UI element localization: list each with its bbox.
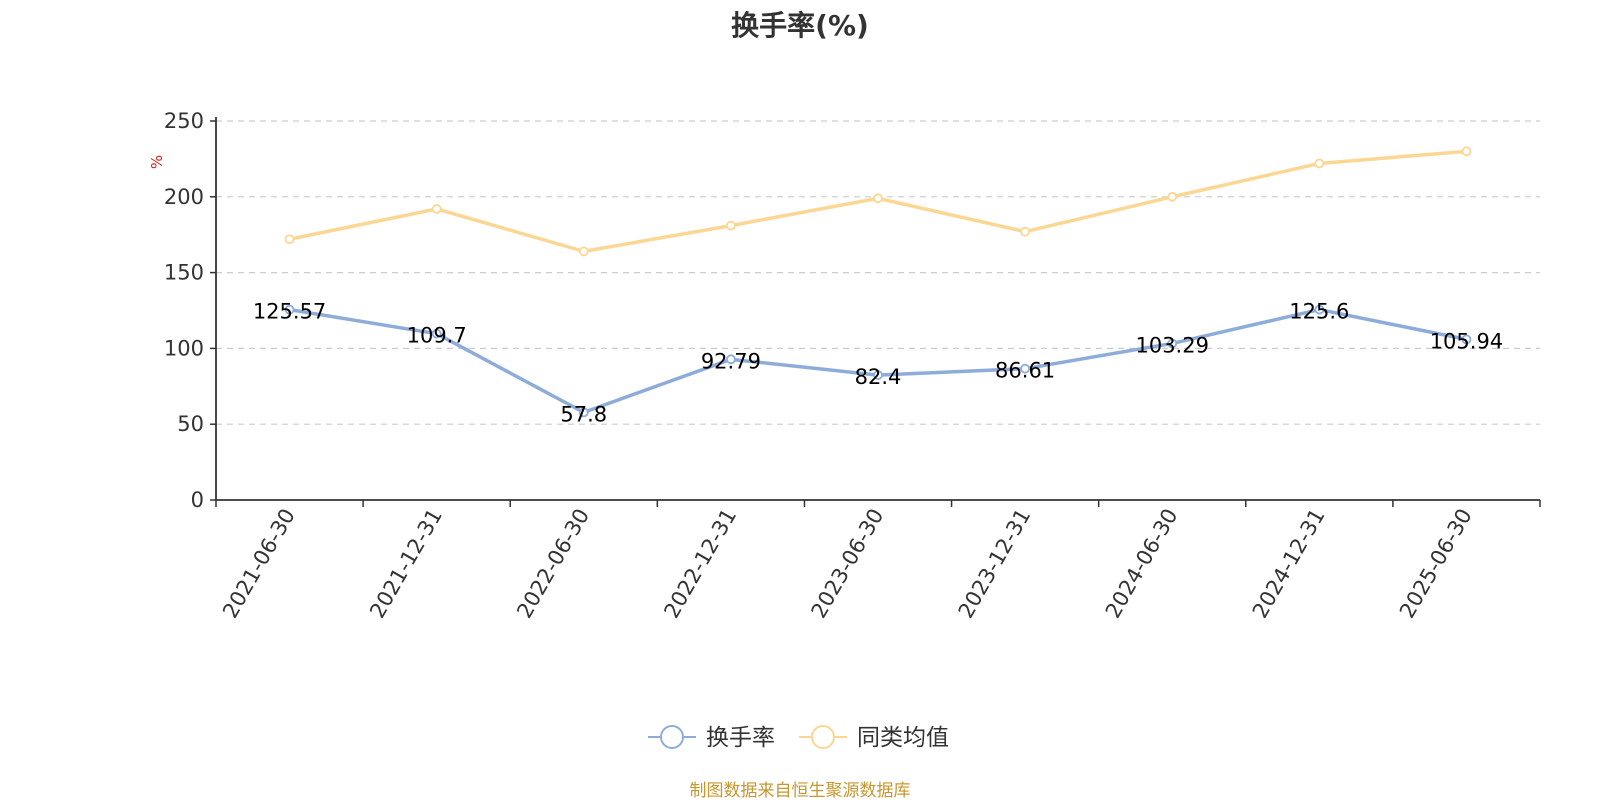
data-label: 125.57 [253, 300, 326, 324]
data-point [431, 204, 442, 214]
x-tick-label: 2024-12-31 [1248, 505, 1330, 623]
y-tick-label: 200 [164, 185, 204, 209]
series-group [284, 146, 1472, 418]
legend-label: 换手率 [706, 725, 775, 751]
x-tick-label: 2022-12-31 [659, 505, 741, 623]
data-label: 82.4 [855, 365, 902, 389]
x-tick-label: 2022-06-30 [512, 505, 594, 623]
data-label: 57.8 [560, 402, 607, 426]
data-point [1020, 363, 1031, 374]
data-label: 86.61 [995, 359, 1055, 383]
data-point [873, 193, 883, 204]
legend: 换手率 同类均值 [648, 725, 949, 751]
y-tick-label: 100 [164, 336, 204, 360]
source-note: 制图数据来自恒生聚源数据库 [689, 781, 911, 801]
data-point [1461, 334, 1472, 345]
x-tick-label: 2025-06-30 [1395, 505, 1477, 623]
y-tick-label: 150 [164, 261, 204, 285]
legend-marker [660, 725, 684, 749]
y-tick-label: 50 [177, 412, 204, 436]
chart-title: 换手率(%) [731, 9, 869, 42]
data-point [1020, 226, 1031, 237]
data-point [284, 304, 295, 315]
y-tick-label: 0 [191, 488, 204, 512]
data-point [1167, 191, 1178, 202]
x-tick-label: 2021-12-31 [365, 504, 447, 622]
x-tick-label: 2023-12-31 [954, 505, 1036, 623]
legend-marker [811, 725, 835, 749]
data-point [725, 220, 736, 231]
y-tick-label: 250 [164, 109, 204, 133]
data-point [1167, 338, 1178, 349]
axes: % [148, 117, 1540, 501]
data-label: 103.29 [1135, 333, 1208, 357]
data-point [1461, 146, 1472, 157]
data-point [431, 328, 442, 339]
data-point [578, 246, 589, 257]
data-point [1314, 304, 1325, 315]
y-axis-ticks: 0 50 100 150 200 250 [164, 109, 216, 512]
data-label: 105.94 [1430, 329, 1503, 353]
data-point [725, 354, 736, 365]
data-label: 92.79 [701, 349, 761, 373]
data-label: 125.6 [1289, 300, 1349, 324]
legend-label: 同类均值 [857, 725, 949, 751]
x-axis-ticks: 2021-06-30 2021-12-31 2022-06-30 2022-12-31… [215, 500, 1541, 623]
x-tick-label: 2023-06-30 [807, 505, 889, 623]
data-point [873, 370, 883, 380]
x-tick-label: 2024-06-30 [1101, 505, 1183, 623]
data-point [1314, 158, 1325, 169]
data-labels: 125.57 109.7 57.8 92.79 82.4 86.61 103.29 125.6… [253, 300, 1503, 427]
x-tick-label: 2021-06-30 [218, 505, 300, 623]
y-axis-label: % [148, 155, 166, 169]
data-point [578, 407, 589, 418]
data-label: 109.7 [407, 324, 467, 348]
data-point [284, 234, 295, 245]
